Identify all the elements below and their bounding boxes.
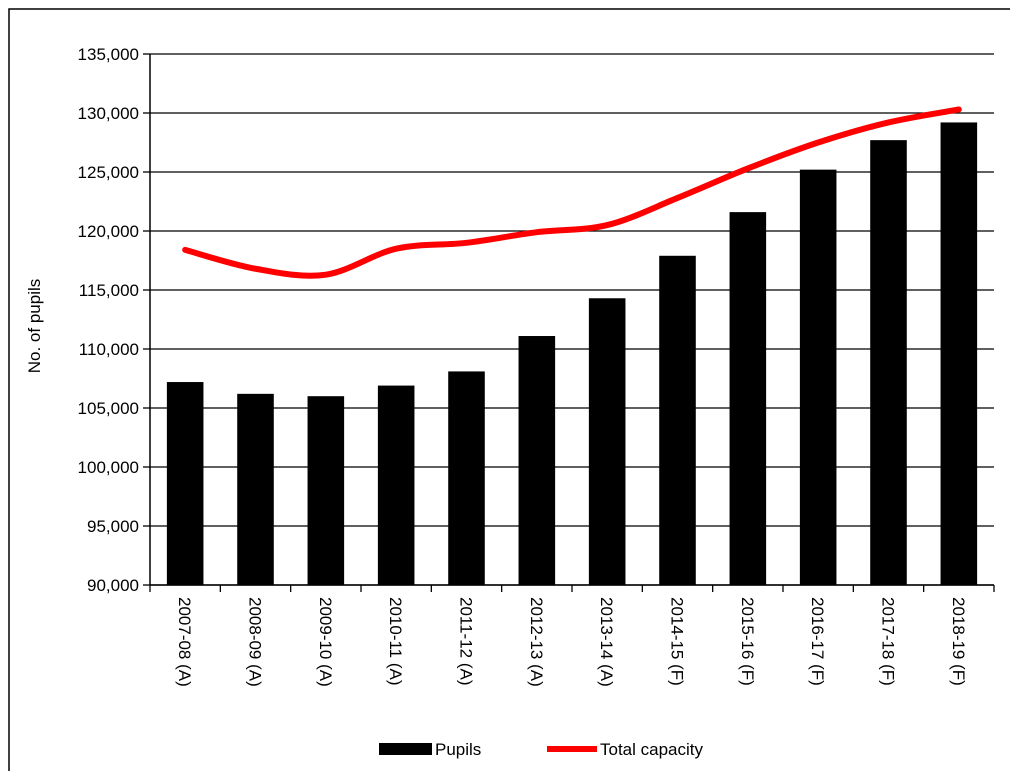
bar <box>588 298 626 585</box>
chart-area-border <box>8 8 1010 776</box>
x-tick-label: 2011-12 (A) <box>457 597 476 686</box>
bar <box>237 393 274 585</box>
capacity-line <box>182 106 962 279</box>
x-tick-label: 2012-13 (A) <box>527 597 546 687</box>
legend-label-capacity: Total capacity <box>600 740 703 759</box>
x-tick-label: 2013-14 (A) <box>597 597 616 687</box>
y-tick-label: 130,000 <box>78 104 139 123</box>
bar <box>659 255 696 585</box>
y-tick-label: 110,000 <box>79 340 139 359</box>
y-tick-label: 95,000 <box>87 517 139 536</box>
axes <box>143 53 995 592</box>
y-tick-label: 125,000 <box>78 163 139 182</box>
x-tick-labels: 2007-08 (A) 2008-09 (A) 2009-10 (A) 2010-11… <box>175 597 968 687</box>
y-tick-label: 105,000 <box>78 399 139 418</box>
x-tick-label: 2010-11 (A) <box>386 597 405 686</box>
x-tick-label: 2018-19 (F) <box>949 597 968 686</box>
legend: Pupils Total capacity <box>379 740 703 759</box>
line-series <box>182 106 962 279</box>
legend-swatch-pupils <box>379 743 432 755</box>
bar <box>729 212 767 585</box>
x-tick-label: 2008-09 (A) <box>246 597 265 687</box>
x-tick-label: 2015-16 (F) <box>738 597 757 686</box>
y-tick-label: 115,000 <box>79 281 139 300</box>
y-tick-label: 135,000 <box>78 45 139 64</box>
x-tick-label: 2007-08 (A) <box>175 597 194 687</box>
bar-series <box>166 122 978 585</box>
x-tick-label: 2017-18 (F) <box>879 597 898 686</box>
bar <box>448 371 485 585</box>
legend-label-pupils: Pupils <box>435 740 481 759</box>
x-tick-label: 2014-15 (F) <box>668 597 687 686</box>
x-tick-label: 2009-10 (A) <box>316 597 335 687</box>
y-tick-label: 90,000 <box>87 576 139 595</box>
bar <box>166 382 204 585</box>
bar <box>377 385 415 585</box>
gridlines <box>150 53 994 586</box>
bar <box>307 396 345 585</box>
bar <box>518 336 556 585</box>
y-tick-label: 100,000 <box>78 458 139 477</box>
y-axis-label: No. of pupils <box>25 279 44 374</box>
bar <box>940 122 978 585</box>
y-tick-label: 120,000 <box>78 222 139 241</box>
bar <box>870 140 907 585</box>
bar <box>799 169 837 585</box>
x-tick-label: 2016-17 (F) <box>808 597 827 686</box>
y-tick-labels: 90,000 95,000 100,000 105,000 110,000 115,000… <box>78 45 139 595</box>
